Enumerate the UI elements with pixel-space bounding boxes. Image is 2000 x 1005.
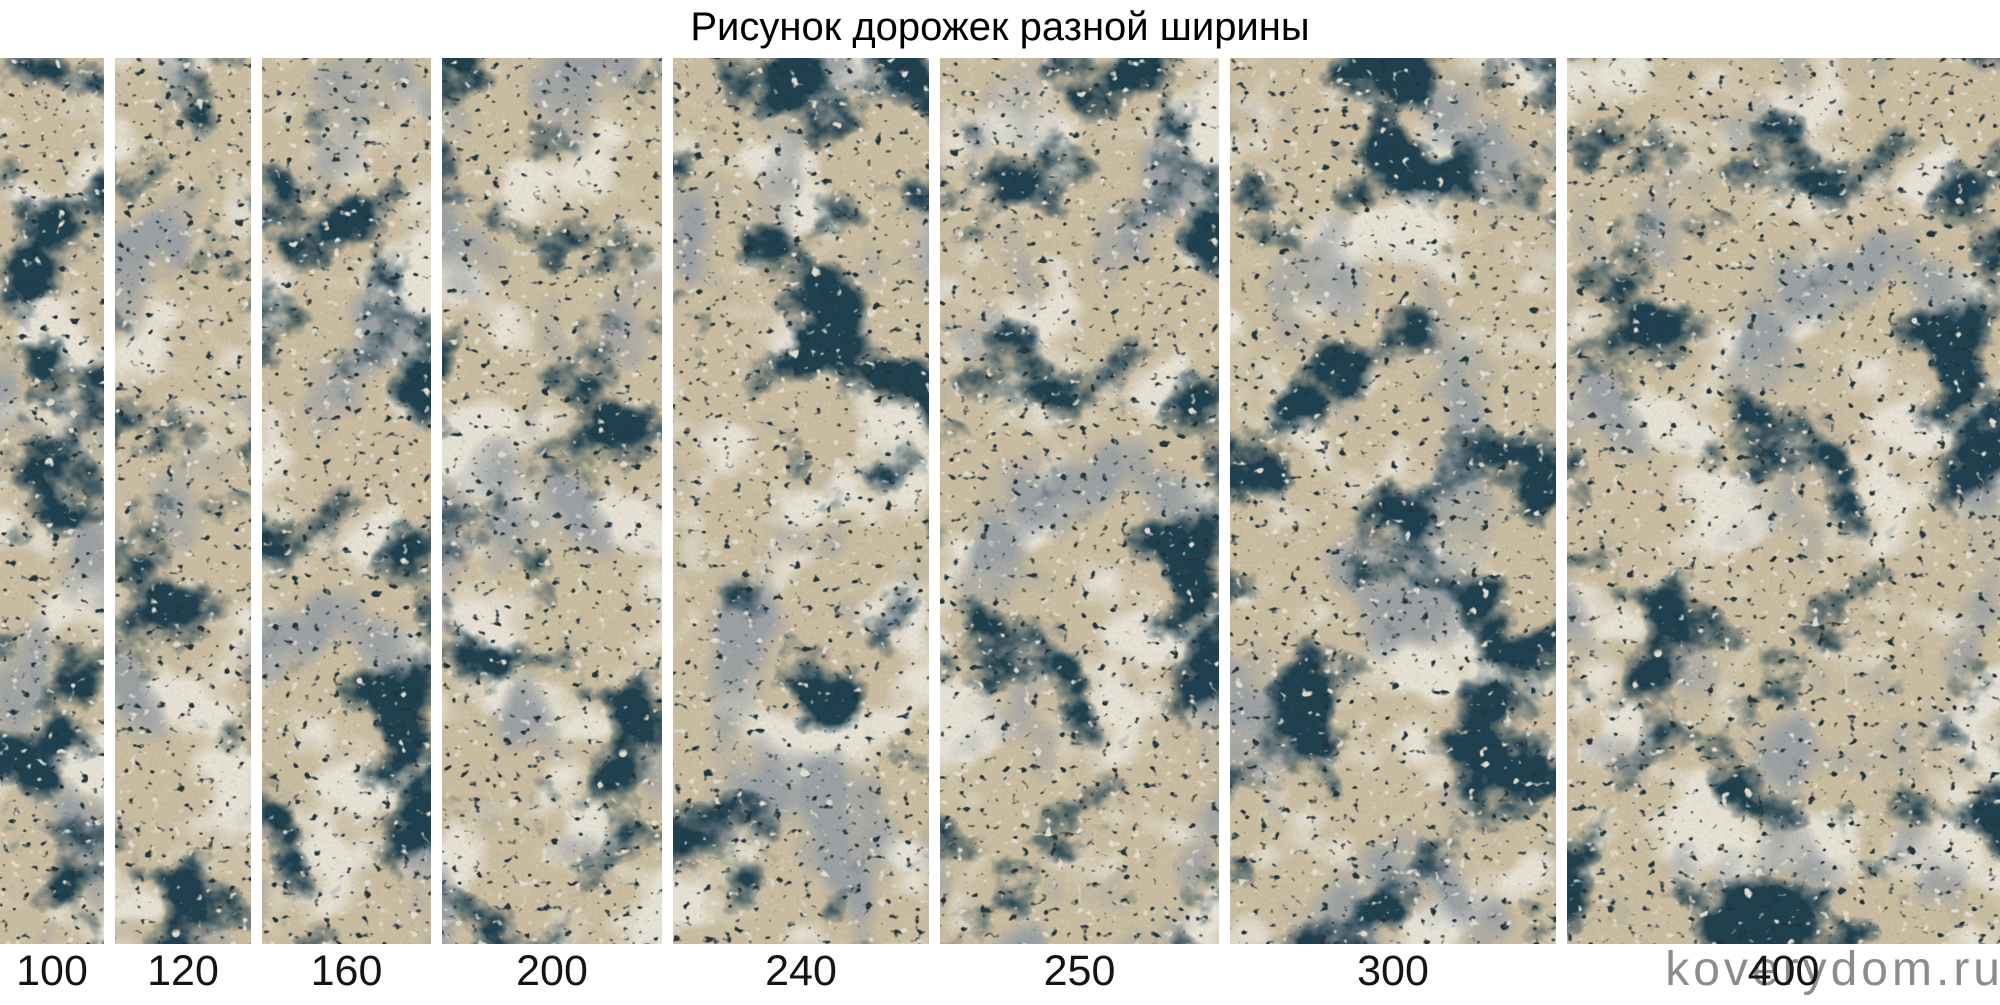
strip-width-label: 400 bbox=[1747, 947, 1820, 995]
runner-strip bbox=[673, 58, 929, 944]
runner-strip bbox=[1567, 58, 2000, 944]
watermark: koverydom.ru bbox=[1665, 943, 2000, 996]
carpet-texture bbox=[115, 58, 251, 944]
carpet-texture bbox=[442, 58, 662, 944]
strip-width-label: 160 bbox=[310, 947, 383, 995]
runner-strip bbox=[115, 58, 251, 944]
carpet-texture bbox=[262, 58, 431, 944]
strip-width-label: 240 bbox=[765, 947, 837, 995]
page-title: Рисунок дорожек разной ширины bbox=[690, 5, 1310, 49]
carpet-texture bbox=[0, 58, 104, 944]
runner-strips-row bbox=[0, 58, 2000, 944]
carpet-texture bbox=[940, 58, 1219, 944]
carpet-texture bbox=[1567, 58, 2000, 944]
width-labels-row: 100 120 160 200 240 250 300 400 bbox=[0, 947, 2000, 995]
carpet-texture bbox=[673, 58, 929, 944]
strip-width-label: 300 bbox=[1357, 947, 1429, 995]
runner-strip bbox=[442, 58, 662, 944]
strip-width-label: 250 bbox=[1043, 947, 1116, 995]
carpet-texture bbox=[1230, 58, 1556, 944]
runner-strip bbox=[1230, 58, 1556, 944]
strip-width-label: 200 bbox=[516, 947, 588, 995]
runner-strip bbox=[262, 58, 431, 944]
strip-width-label: 120 bbox=[147, 947, 219, 995]
runner-strip bbox=[0, 58, 104, 944]
strip-width-label: 100 bbox=[16, 947, 88, 995]
runner-strip bbox=[940, 58, 1219, 944]
